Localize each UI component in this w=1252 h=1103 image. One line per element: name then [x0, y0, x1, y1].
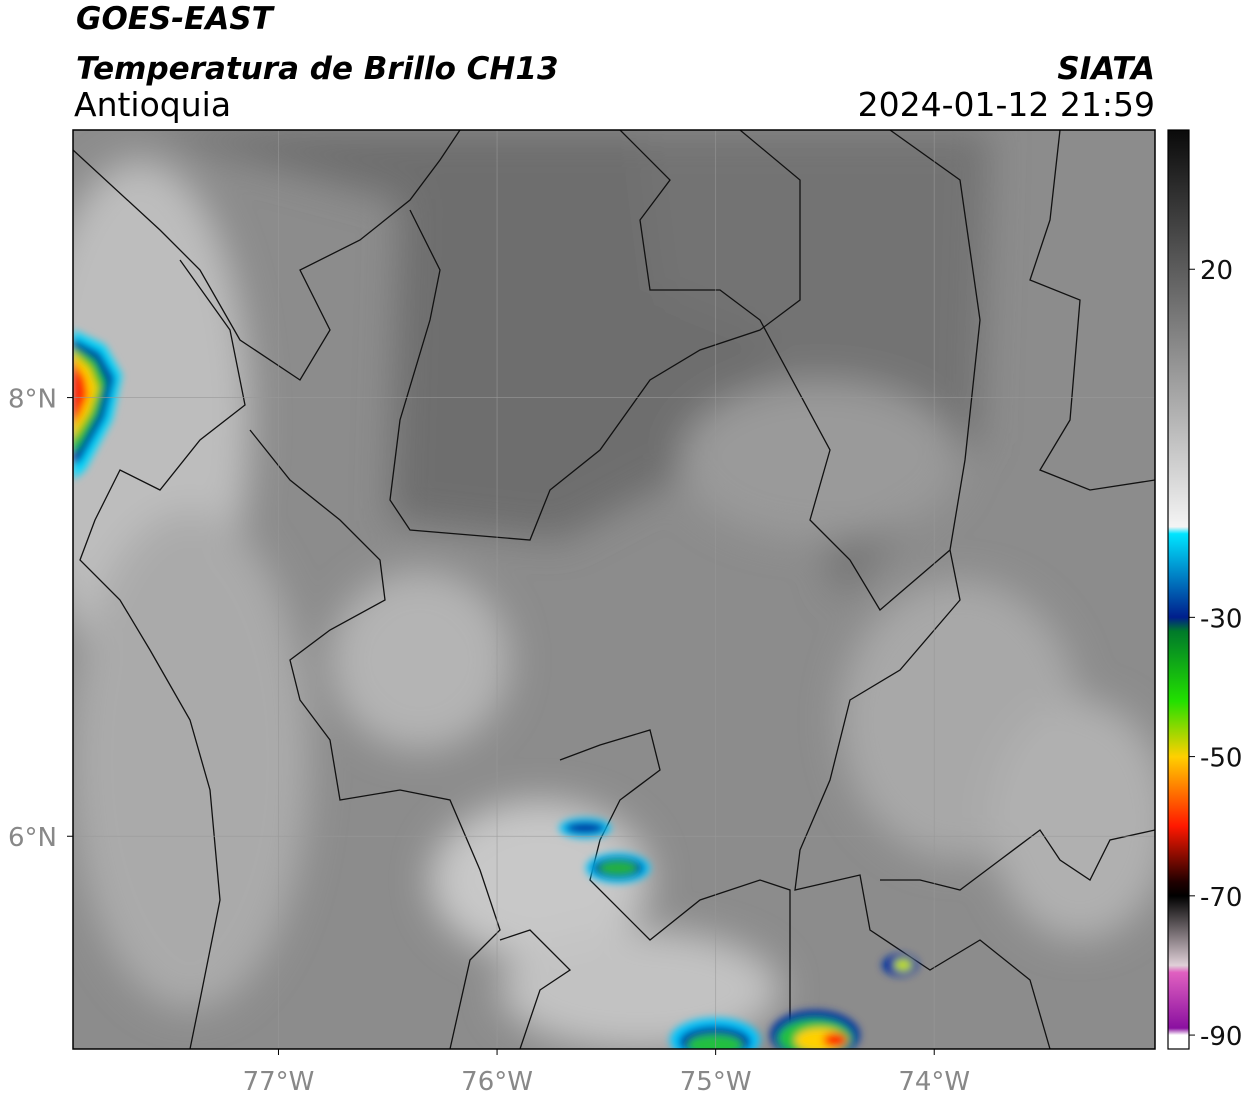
lon-tick-label: 77°W: [243, 1067, 315, 1097]
colorbar-tick-label: -90: [1200, 1022, 1242, 1052]
lon-tick-label: 75°W: [680, 1067, 752, 1097]
region: Antioquia: [74, 85, 231, 124]
colorbar-tick-label: -70: [1200, 883, 1242, 913]
map-image: [73, 130, 1155, 1049]
graticule: [73, 130, 1155, 1049]
lon-tick-label: 74°W: [898, 1067, 970, 1097]
colorbar-tick-label: -50: [1200, 744, 1242, 774]
colorbar-tick-label: -30: [1200, 604, 1242, 634]
lat-tick-label: 8°N: [8, 385, 57, 415]
title: GOES-EAST: [76, 1, 276, 37]
lon-tick-label: 76°W: [461, 1067, 533, 1097]
datetime: 2024-01-12 21:59: [858, 85, 1155, 124]
subtitle: Temperatura de Brillo CH13: [76, 51, 559, 87]
map-frame: [72, 129, 1156, 1050]
source: SIATA: [1057, 51, 1155, 87]
lat-tick-label: 6°N: [8, 823, 57, 853]
colorbar-tick-label: 20: [1200, 256, 1233, 286]
colorbar: [1167, 129, 1190, 1050]
